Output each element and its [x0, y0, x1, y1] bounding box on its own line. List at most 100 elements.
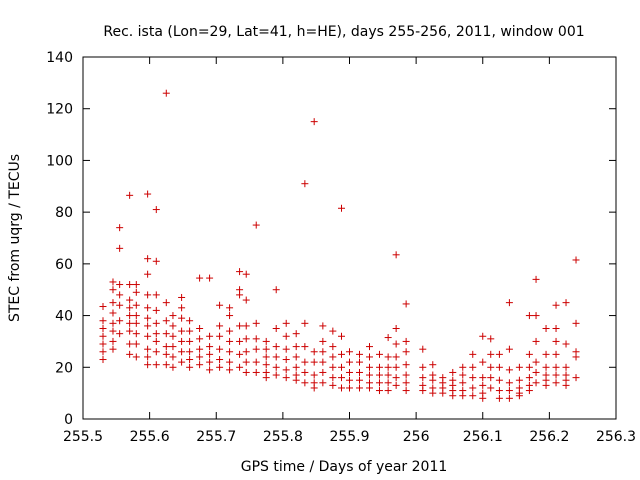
- data-point: [178, 314, 186, 322]
- data-point: [282, 374, 290, 382]
- data-point: [562, 299, 570, 307]
- data-point: [301, 343, 309, 351]
- data-point: [186, 363, 194, 371]
- data-point: [552, 325, 560, 332]
- data-point: [126, 191, 134, 199]
- data-point: [495, 376, 503, 384]
- data-point: [338, 363, 346, 371]
- data-point: [216, 345, 224, 353]
- data-point: [495, 363, 503, 371]
- data-point: [469, 384, 477, 392]
- data-point: [552, 379, 560, 387]
- data-point: [132, 330, 140, 338]
- data-point: [226, 327, 234, 335]
- data-point: [301, 368, 309, 376]
- chart-title: Rec. ista (Lon=29, Lat=41, h=HE), days 2…: [103, 24, 584, 40]
- data-point: [109, 337, 117, 345]
- data-point: [402, 300, 410, 308]
- data-point: [196, 361, 204, 369]
- data-point: [282, 345, 290, 353]
- data-point: [242, 322, 250, 330]
- x-tick-label: 255.8: [263, 429, 303, 445]
- data-point: [562, 381, 570, 389]
- data-point: [310, 118, 318, 126]
- data-point: [116, 301, 124, 309]
- data-point: [132, 288, 140, 296]
- data-point: [375, 387, 383, 395]
- data-point: [346, 348, 353, 356]
- data-point: [365, 371, 373, 379]
- data-point: [169, 322, 177, 330]
- data-point: [178, 304, 186, 312]
- data-point: [162, 89, 170, 97]
- data-point: [355, 358, 363, 366]
- data-point: [310, 384, 318, 392]
- data-point: [252, 358, 260, 366]
- data-point: [384, 379, 392, 387]
- data-point: [226, 348, 234, 356]
- data-point: [402, 337, 410, 345]
- data-point: [310, 371, 318, 379]
- data-point: [99, 340, 107, 348]
- data-point: [282, 319, 290, 327]
- data-point: [226, 312, 234, 320]
- data-point: [319, 379, 327, 387]
- x-tick-label: 255.5: [63, 429, 103, 445]
- data-point: [226, 304, 234, 312]
- data-point: [144, 304, 152, 312]
- data-point: [346, 384, 353, 392]
- x-tick-label: 256.3: [596, 429, 636, 445]
- data-point: [495, 387, 503, 395]
- data-point: [144, 353, 152, 361]
- data-point: [116, 291, 124, 299]
- data-point: [552, 371, 560, 379]
- data-point: [178, 293, 186, 301]
- data-point: [282, 366, 290, 374]
- data-point: [186, 337, 194, 345]
- data-point: [242, 270, 250, 278]
- data-point: [572, 353, 580, 361]
- data-point: [301, 180, 309, 188]
- data-point: [186, 348, 194, 356]
- data-point: [479, 394, 487, 402]
- data-point: [375, 363, 383, 371]
- x-tick-label: 256.1: [463, 429, 503, 445]
- data-point: [346, 376, 353, 384]
- data-point: [532, 358, 540, 366]
- x-axis-label: GPS time / Days of year 2011: [241, 459, 448, 475]
- data-point: [572, 374, 580, 382]
- data-point: [419, 374, 427, 382]
- data-point: [252, 335, 260, 343]
- data-point: [505, 366, 513, 374]
- data-point: [429, 361, 437, 369]
- data-point: [132, 312, 140, 320]
- data-point: [469, 392, 477, 400]
- data-point: [196, 353, 204, 361]
- data-point: [338, 384, 346, 392]
- data-point: [525, 387, 533, 395]
- data-point: [206, 350, 214, 358]
- data-point: [272, 286, 280, 294]
- data-point: [542, 381, 550, 389]
- data-point: [329, 343, 337, 351]
- data-point: [206, 343, 214, 351]
- data-point: [272, 325, 280, 332]
- y-tick-label: 100: [46, 153, 73, 169]
- data-point: [487, 374, 495, 382]
- data-point: [479, 381, 487, 389]
- data-point: [144, 322, 152, 330]
- data-point: [216, 356, 224, 364]
- data-point: [392, 363, 400, 371]
- data-point: [126, 296, 134, 304]
- data-point: [262, 345, 270, 353]
- data-point: [169, 312, 177, 320]
- data-points: [99, 89, 580, 402]
- data-point: [162, 317, 170, 325]
- data-point: [319, 322, 327, 330]
- data-point: [384, 363, 392, 371]
- data-point: [505, 394, 513, 402]
- data-point: [252, 319, 260, 327]
- data-point: [152, 348, 160, 356]
- data-point: [272, 363, 280, 371]
- data-point: [144, 314, 152, 322]
